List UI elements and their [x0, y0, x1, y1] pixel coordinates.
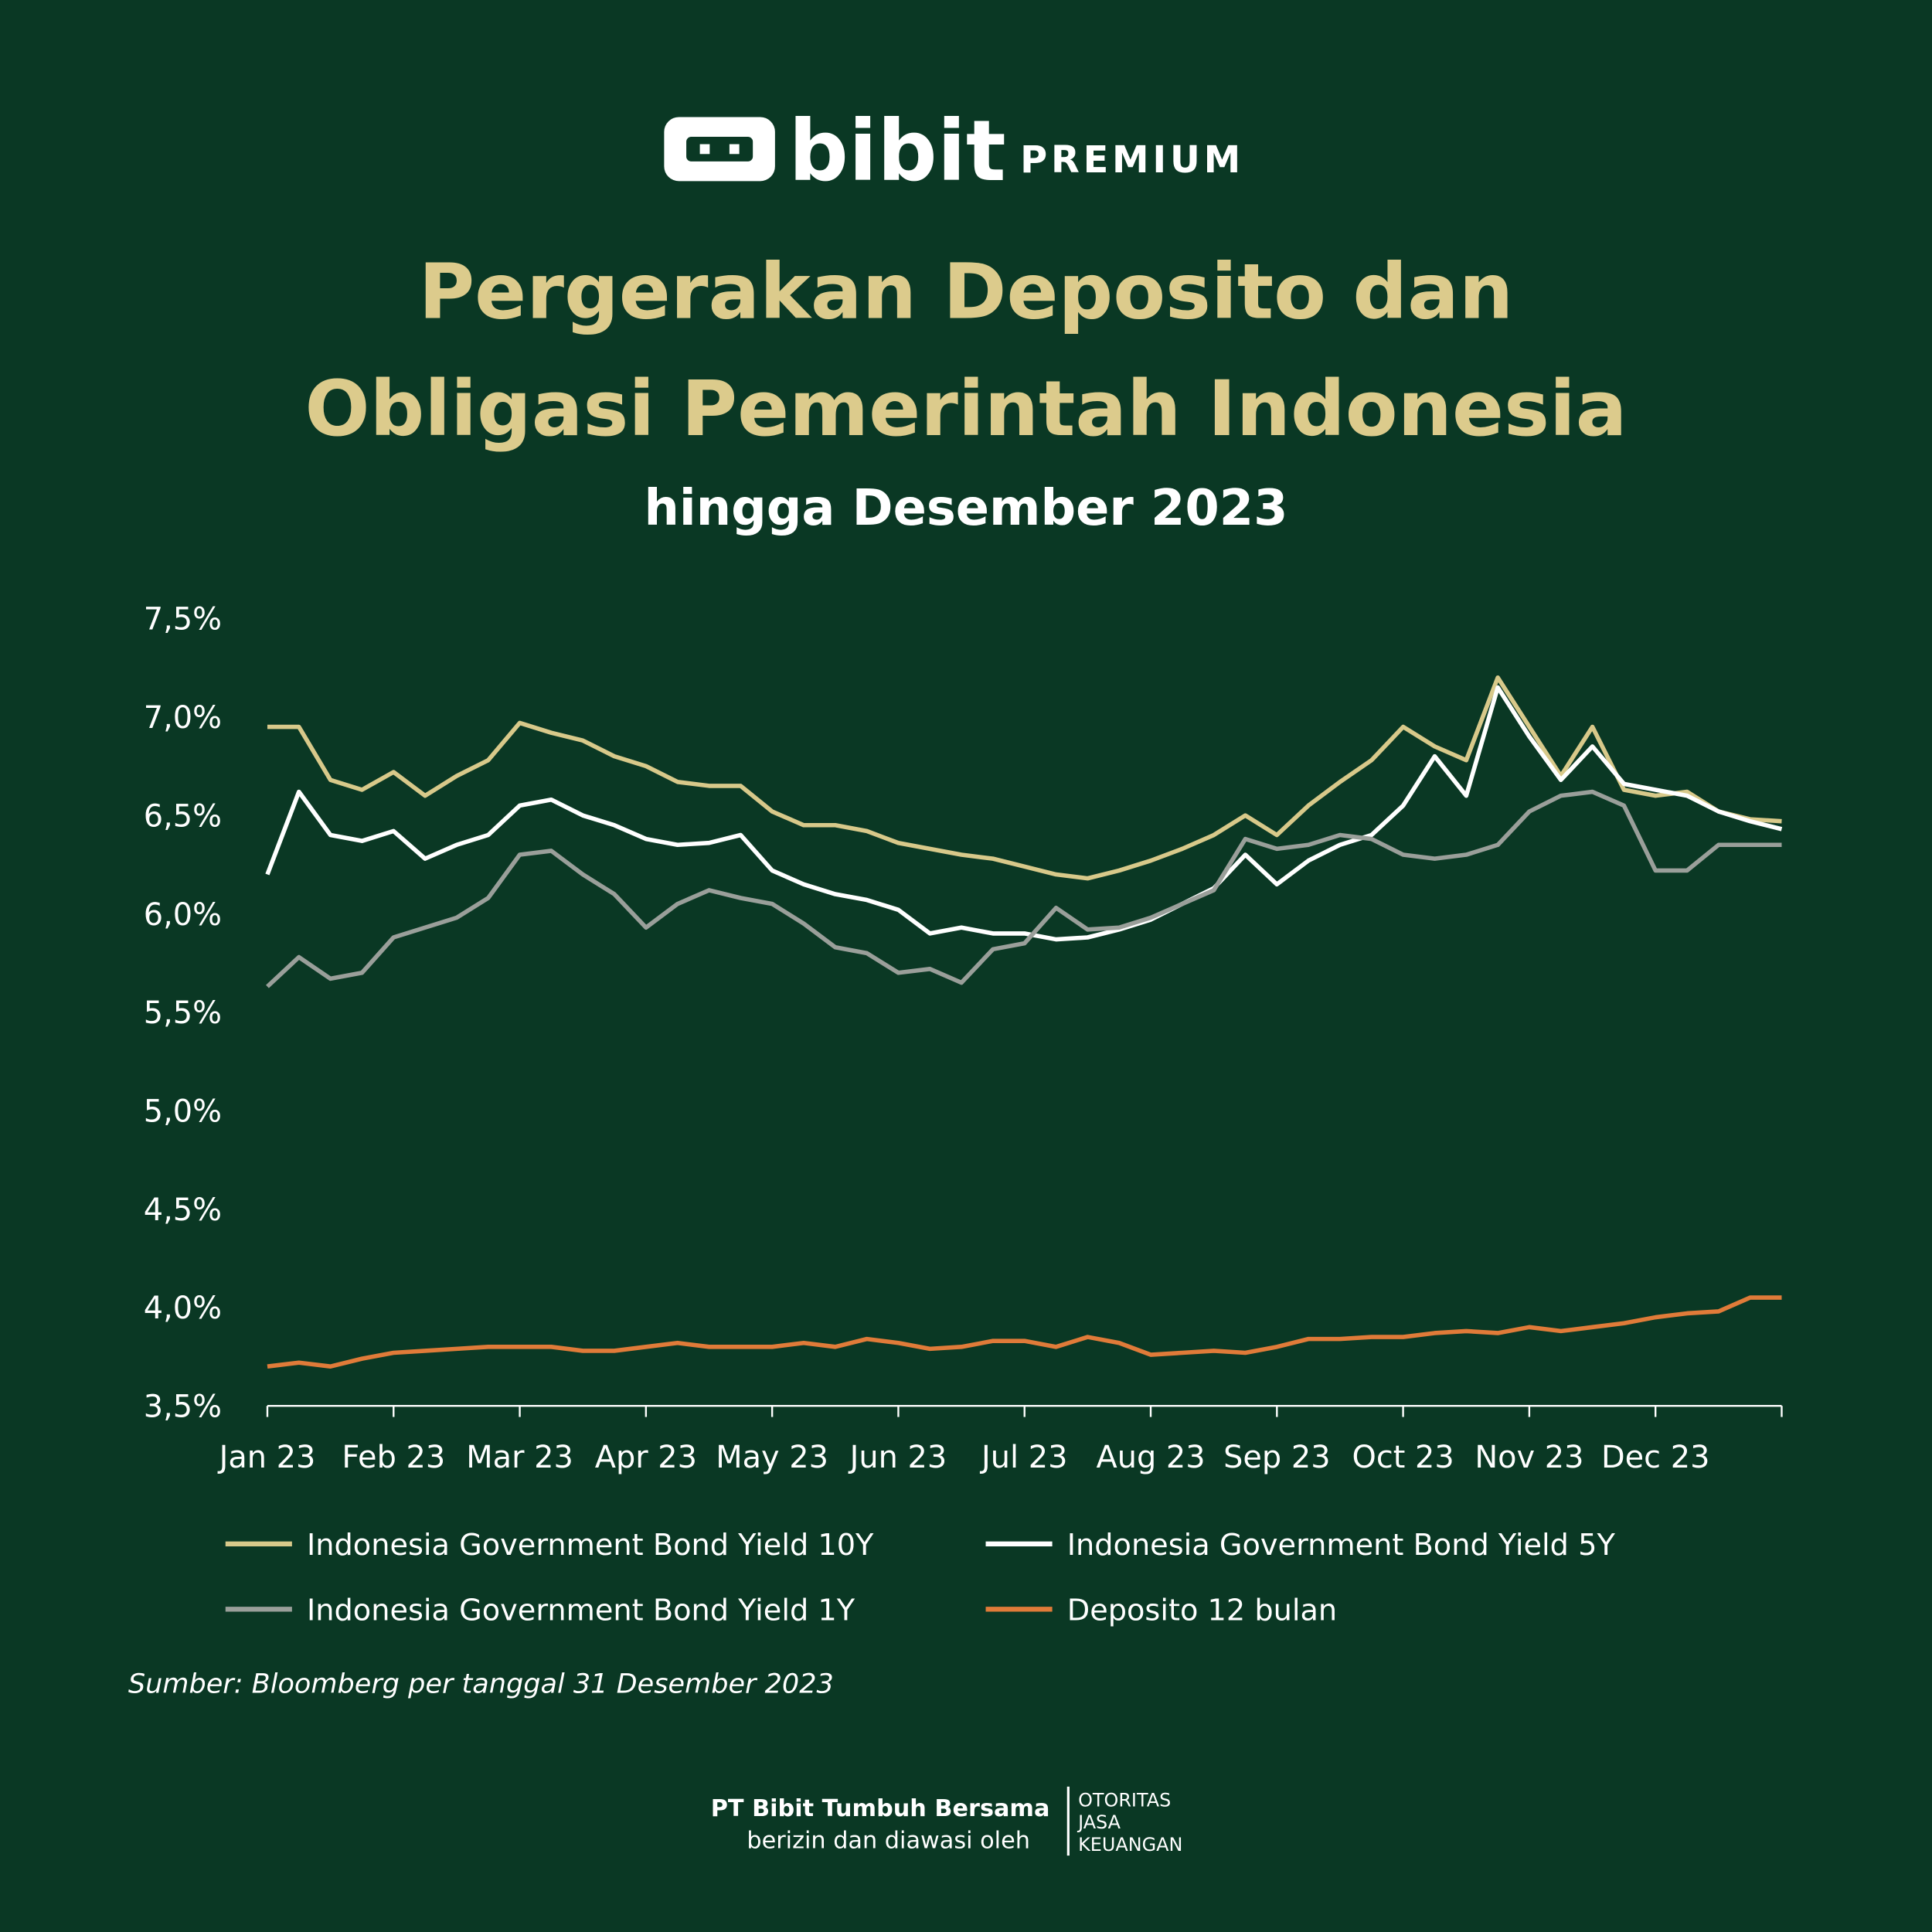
regulator: KEUANGAN — [1078, 1834, 1182, 1855]
series-line — [266, 789, 1782, 988]
x-tick-label: Dec 23 — [1601, 1440, 1709, 1475]
y-tick-label: 5,0% — [144, 1094, 222, 1129]
x-tick-label: Oct 23 — [1352, 1440, 1454, 1475]
regulator: JASA — [1077, 1811, 1121, 1833]
y-tick-label: 7,0% — [144, 700, 222, 736]
plot: 3,5% 4,0% 4,5% 5,0% 5,5% 6,0% 6,5% 7,0% 7,5% Jan … — [144, 602, 1783, 1628]
series-line — [267, 675, 1782, 881]
y-tick-label: 4,0% — [144, 1291, 222, 1326]
y-tick-label: 7,5% — [144, 602, 222, 638]
chart-title: Pergerakan Deposito dan — [419, 247, 1514, 336]
x-tick-label: Nov 23 — [1475, 1440, 1583, 1475]
series-line — [267, 1295, 1782, 1369]
y-tick-label: 3,5% — [144, 1389, 222, 1425]
y-tick-label: 4,5% — [144, 1192, 222, 1228]
series-line — [265, 685, 1783, 942]
legend-label: Indonesia Government Bond Yield 10Y — [307, 1528, 874, 1563]
chart-title: Obligasi Pemerintah Indonesia — [305, 365, 1628, 454]
x-tick-label: Jan 23 — [217, 1440, 316, 1475]
x-tick-label: May 23 — [716, 1440, 828, 1475]
logo-icon — [664, 117, 775, 182]
legend-label: Indonesia Government Bond Yield 1Y — [307, 1594, 855, 1628]
footer-company: PT Bibit Tumbuh Bersama — [711, 1795, 1050, 1822]
x-tick-label: Sep 23 — [1223, 1440, 1330, 1475]
y-tick-label: 5,5% — [144, 995, 222, 1031]
brand: bibit — [788, 102, 1005, 200]
y-tick-label: 6,5% — [144, 798, 222, 834]
y-tick-label: 6,0% — [144, 897, 222, 933]
x-tick-label: Feb 23 — [342, 1440, 445, 1475]
regulator: OTORITAS — [1078, 1789, 1171, 1811]
x-tick-label: Jun 23 — [848, 1440, 947, 1475]
x-tick-label: Jul 23 — [979, 1440, 1067, 1475]
x-tick-label: Mar 23 — [466, 1440, 573, 1475]
legend-label: Deposito 12 bulan — [1067, 1594, 1337, 1628]
x-tick-label: Aug 23 — [1096, 1440, 1205, 1475]
source-note: Sumber: Bloomberg per tanggal 31 Desembe… — [128, 1668, 834, 1700]
legend-label: Indonesia Government Bond Yield 5Y — [1067, 1528, 1616, 1563]
brand-tier: PREMIUM — [1020, 139, 1244, 182]
footer-note: berizin dan diawasi oleh — [747, 1828, 1030, 1855]
chart-subtitle: hingga Desember 2023 — [644, 480, 1287, 537]
x-tick-label: Apr 23 — [595, 1440, 697, 1475]
